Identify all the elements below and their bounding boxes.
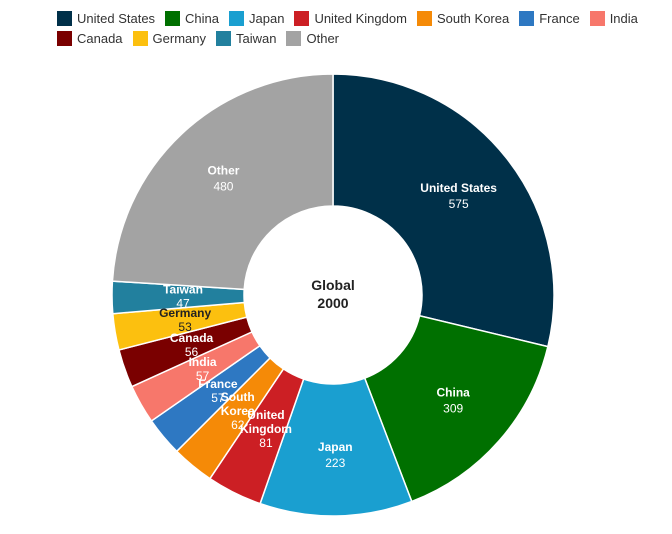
legend-swatch [57, 30, 72, 46]
slice-label-other: Other [207, 163, 239, 177]
slice-label-france: France [198, 377, 238, 391]
center-value: 2000 [317, 295, 348, 311]
slice-label-south-korea: Korea [221, 404, 255, 418]
legend-label: Germany [152, 30, 207, 46]
slice-value-other: 480 [213, 179, 233, 193]
slice-japan[interactable] [259, 377, 413, 517]
slice-label-japan: Japan [318, 440, 353, 454]
legend-label: Other [306, 30, 339, 46]
slice-value-france: 57 [211, 391, 225, 405]
legend-label: South Korea [436, 10, 510, 26]
donut-slice-labels: United States 575 China 309 Japan 223 UnitedKi… [159, 163, 497, 470]
legend-item-other[interactable]: Other [286, 30, 339, 46]
legend-swatch [589, 10, 605, 26]
slice-label-taiwan: Taiwan [163, 283, 203, 297]
legend-item-united-kingdom[interactable]: United Kingdom [294, 10, 407, 26]
slice-label-china: China [437, 386, 471, 400]
legend-item-united-states[interactable]: United States [57, 10, 156, 26]
slice-label-germany: Germany [159, 306, 211, 320]
legend-item-germany[interactable]: Germany [132, 30, 207, 46]
slice-label-united-kingdom: Kingdom [240, 422, 292, 436]
legend-item-japan[interactable]: Japan [229, 10, 285, 26]
legend-label: Japan [249, 10, 285, 26]
slice-label-india: India [189, 355, 217, 369]
legend-label: Canada [77, 30, 123, 46]
slice-value-india: 57 [196, 369, 210, 383]
legend-swatch [165, 10, 181, 26]
legend-item-france[interactable]: France [519, 10, 580, 26]
slice-label-united-kingdom: United [247, 408, 284, 422]
legend-swatch [216, 30, 232, 46]
slice-value-united-states: 575 [449, 197, 469, 211]
slice-value-japan: 223 [325, 456, 345, 470]
legend-swatch [132, 30, 148, 46]
legend-swatch [416, 10, 432, 26]
slice-label-united-states: United States [420, 181, 497, 195]
slice-value-germany: 53 [178, 320, 192, 334]
slice-value-united-kingdom: 81 [259, 436, 273, 450]
legend-label: Taiwan [236, 30, 277, 46]
legend-item-south-korea[interactable]: South Korea [416, 10, 510, 26]
slice-value-china: 309 [443, 402, 463, 416]
slice-other[interactable] [111, 73, 334, 291]
center-label: Global [311, 277, 355, 293]
chart-legend: United States China Japan United Kingdom Sou… [57, 8, 667, 48]
legend-label: United States [77, 10, 156, 26]
legend-item-taiwan[interactable]: Taiwan [216, 30, 277, 46]
legend-swatch [229, 10, 245, 26]
legend-swatch [294, 10, 310, 26]
legend-item-canada[interactable]: Canada [57, 30, 123, 46]
legend-label: China [185, 10, 220, 26]
slice-united-states[interactable] [332, 73, 555, 348]
legend-swatch [57, 10, 72, 26]
slice-label-south-korea: South [221, 390, 255, 404]
legend-swatch [519, 10, 535, 26]
legend-label: France [539, 10, 580, 26]
slice-value-canada: 56 [185, 345, 199, 359]
legend-label: India [609, 10, 638, 26]
legend-item-china[interactable]: China [165, 10, 220, 26]
legend-item-india[interactable]: India [589, 10, 638, 26]
legend-row: United States China Japan United Kingdom Sou… [57, 8, 667, 28]
slice-value-taiwan: 47 [176, 297, 190, 311]
legend-label: United Kingdom [314, 10, 407, 26]
slice-label-canada: Canada [170, 331, 214, 345]
slice-china[interactable] [363, 314, 549, 503]
legend-swatch [286, 30, 302, 46]
donut-slices [111, 73, 555, 517]
slice-value-south-korea: 62 [231, 418, 245, 432]
legend-row: Canada Germany Taiwan Other [57, 28, 667, 48]
